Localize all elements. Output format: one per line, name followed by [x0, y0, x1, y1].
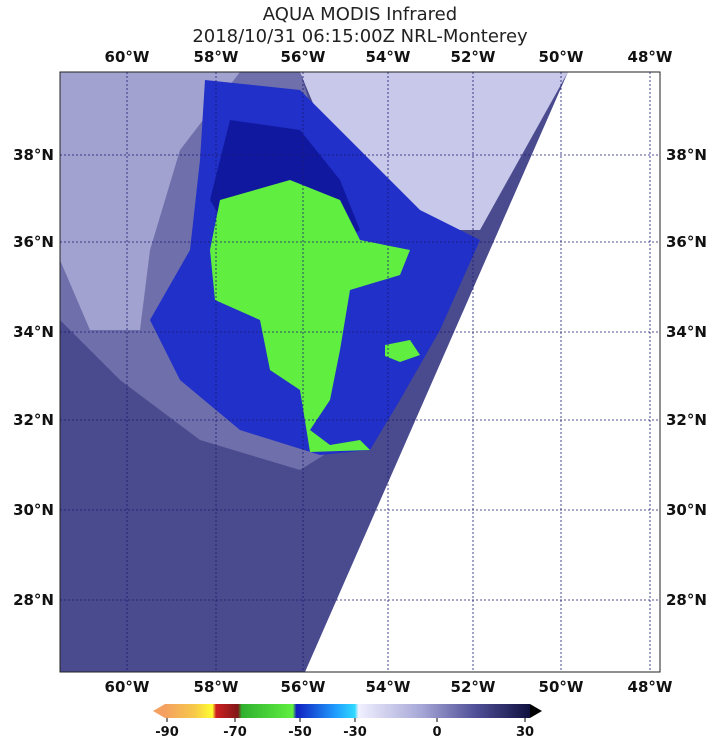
latitude-label: 34°N — [666, 323, 707, 341]
latitude-label: 38°N — [13, 146, 54, 164]
longitude-label: 48°W — [628, 678, 673, 696]
latitude-label: 30°N — [666, 501, 707, 519]
map-frame — [59, 71, 661, 673]
latitude-label: 38°N — [666, 146, 707, 164]
longitude-label: 52°W — [451, 48, 496, 66]
longitude-label: 54°W — [366, 678, 411, 696]
longitude-label: 58°W — [194, 48, 239, 66]
longitude-label: 60°W — [105, 678, 150, 696]
colorbar-tick-label: -50 — [288, 725, 312, 740]
colorbar-tick-label: -30 — [343, 725, 367, 740]
latitude-label: 36°N — [666, 233, 707, 251]
colorbar — [165, 704, 530, 718]
colorbar-tick-label: -90 — [155, 725, 179, 740]
subtitle: 2018/10/31 06:15:00Z NRL-Monterey — [192, 26, 528, 47]
longitude-label: 50°W — [539, 678, 584, 696]
longitude-label: 54°W — [366, 48, 411, 66]
longitude-label: 58°W — [194, 678, 239, 696]
longitude-label: 60°W — [105, 48, 150, 66]
longitude-label: 48°W — [628, 48, 673, 66]
longitude-label: 50°W — [539, 48, 584, 66]
longitude-label: 56°W — [281, 678, 326, 696]
latitude-label: 36°N — [13, 233, 54, 251]
title: AQUA MODIS Infrared — [263, 4, 457, 25]
graticule — [60, 72, 660, 672]
colorbar-low-arrow — [153, 704, 165, 718]
colorbar-tick-label: 30 — [516, 725, 534, 740]
latitude-label: 28°N — [13, 591, 54, 609]
latitude-label: 28°N — [666, 591, 707, 609]
colorbar-high-arrow — [530, 704, 542, 718]
latitude-label: 32°N — [666, 411, 707, 429]
latitude-label: 30°N — [13, 501, 54, 519]
longitude-label: 56°W — [281, 48, 326, 66]
latitude-label: 32°N — [13, 411, 54, 429]
colorbar-tick-label: 0 — [432, 725, 441, 740]
satellite-image — [60, 72, 660, 672]
longitude-label: 52°W — [451, 678, 496, 696]
latitude-label: 34°N — [13, 323, 54, 341]
colorbar-tick-label: -70 — [223, 725, 247, 740]
